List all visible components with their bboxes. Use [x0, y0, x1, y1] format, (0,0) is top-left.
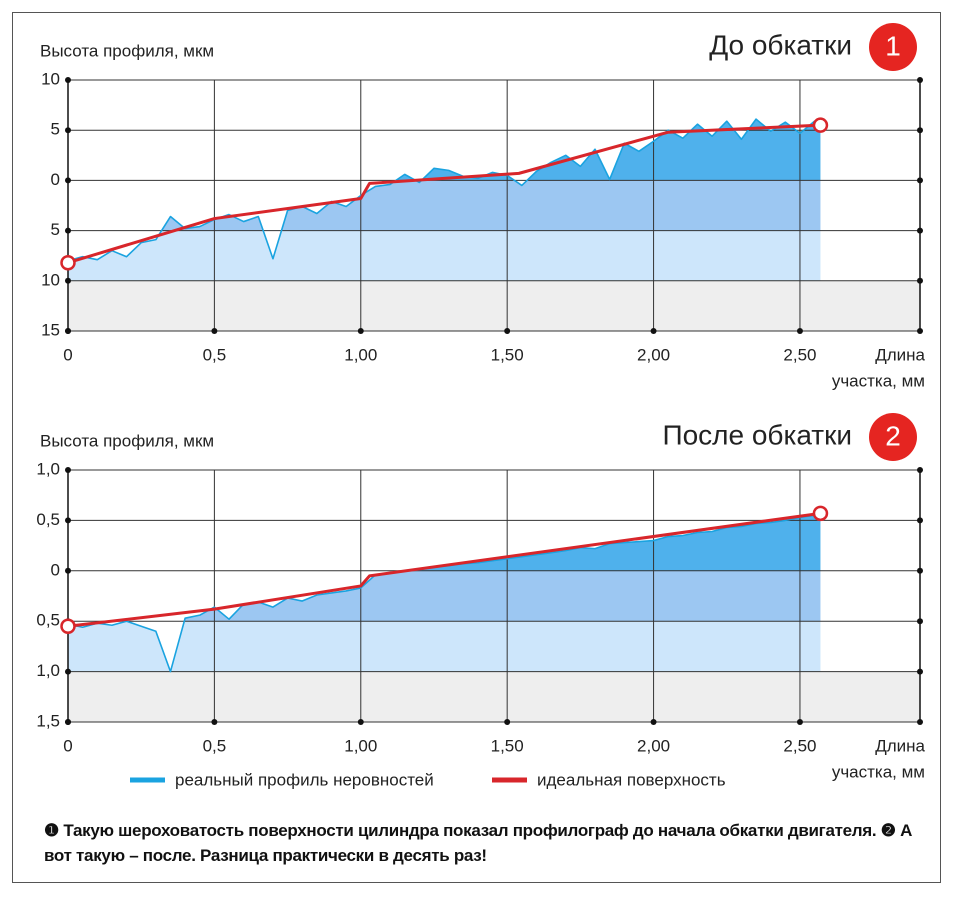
x-tick-label: 0 [63, 345, 72, 364]
profile-area [395, 130, 821, 181]
tick-dot [650, 328, 657, 334]
tick-dot [650, 719, 657, 725]
badge-label: 1 [885, 30, 901, 61]
profile-area [68, 230, 821, 281]
y-tick-label: 1,0 [36, 661, 60, 680]
chart-title: До обкатки [709, 29, 852, 60]
ideal-line [67, 511, 821, 628]
ideal-line [67, 123, 821, 265]
x-tick-label: 1,00 [344, 345, 377, 364]
x-axis-label: участка, мм [832, 762, 925, 781]
tick-dot [796, 719, 803, 725]
y-axis-label: Высота профиля, мкм [40, 431, 214, 450]
y-tick-label: 0 [51, 560, 60, 579]
x-tick-label: 2,00 [637, 345, 670, 364]
x-tick-label: 2,50 [783, 345, 816, 364]
y-tick-label: 10 [41, 69, 60, 88]
bottom-band [68, 671, 920, 722]
x-tick-label: 0,5 [203, 736, 227, 755]
y-tick-label: 0 [51, 170, 60, 189]
y-axis-label: Высота профиля, мкм [40, 41, 214, 60]
tick-dot [357, 328, 364, 334]
y-tick-label: 5 [51, 220, 60, 239]
y-tick-label: 0,5 [36, 510, 60, 529]
y-tick-label: 1,5 [36, 711, 60, 730]
caption: ❶ Такую шероховатость поверхности цилинд… [44, 821, 913, 865]
profile-line [67, 118, 821, 262]
x-tick-label: 2,50 [783, 736, 816, 755]
end-marker [60, 254, 76, 271]
y-tick-label: 5 [51, 120, 60, 139]
y-tick-label: 10 [41, 270, 60, 289]
x-tick-label: 1,50 [491, 736, 524, 755]
end-marker [60, 618, 76, 634]
x-axis-label: Длина [875, 345, 925, 364]
badge [869, 23, 917, 71]
tick-dot [211, 328, 218, 334]
chart-title: После обкатки [662, 419, 852, 450]
frame [12, 12, 941, 883]
x-tick-label: 0,5 [203, 345, 227, 364]
x-axis-label: Длина [875, 736, 925, 755]
profile-area [404, 520, 821, 571]
end-marker [812, 117, 829, 133]
x-tick-label: 1,50 [491, 345, 524, 364]
end-marker [812, 505, 829, 522]
legend-label: идеальная поверхность [537, 770, 726, 789]
profile-area [184, 570, 821, 622]
profile-area [68, 621, 821, 672]
badge [869, 413, 917, 461]
legend-label: реальный профиль неровностей [175, 770, 434, 789]
x-tick-label: 0 [63, 736, 72, 755]
x-axis-label: участка, мм [832, 371, 925, 390]
y-tick-label: 0,5 [36, 611, 60, 630]
badge-label: 2 [885, 420, 901, 451]
y-tick-label: 1,0 [36, 459, 60, 478]
bottom-band [68, 280, 920, 331]
tick-dot [504, 328, 511, 334]
tick-dot [796, 328, 803, 334]
tick-dot [357, 719, 364, 725]
profile-area [161, 180, 821, 231]
tick-dot [504, 719, 511, 725]
x-tick-label: 2,00 [637, 736, 670, 755]
x-tick-label: 1,00 [344, 736, 377, 755]
tick-dot [211, 719, 218, 725]
y-tick-label: 15 [41, 320, 60, 339]
